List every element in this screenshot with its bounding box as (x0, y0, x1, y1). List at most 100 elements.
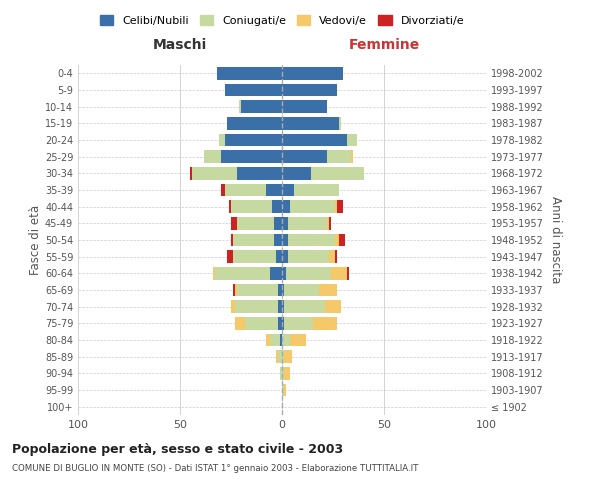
Bar (284, 284, 319, 296)
Bar (225, 134, 282, 146)
Bar (325, 300, 341, 313)
Bar (282, 67, 343, 80)
Bar (231, 300, 235, 313)
Bar (241, 100, 282, 113)
Bar (215, 267, 270, 280)
Bar (327, 217, 329, 230)
Bar (282, 250, 288, 263)
Bar (212, 267, 215, 280)
Bar (327, 150, 352, 163)
Bar (205, 150, 221, 163)
Bar (282, 234, 288, 246)
Bar (282, 184, 294, 196)
Legend: Celibi/Nubili, Coniugati/e, Vedovi/e, Divorziati/e: Celibi/Nubili, Coniugati/e, Vedovi/e, Di… (95, 10, 469, 30)
Bar (284, 350, 292, 363)
Bar (233, 250, 276, 263)
Bar (284, 367, 290, 380)
Text: COMUNE DI BUGLIO IN MONTE (SO) - Dati ISTAT 1° gennaio 2003 - Elaborazione TUTTI: COMUNE DI BUGLIO IN MONTE (SO) - Dati IS… (12, 464, 418, 473)
Bar (286, 267, 331, 280)
Bar (282, 384, 284, 396)
Bar (266, 334, 270, 346)
Bar (266, 184, 282, 196)
Bar (282, 284, 284, 296)
Bar (225, 84, 282, 96)
Bar (227, 250, 233, 263)
Bar (237, 217, 274, 230)
Bar (282, 100, 327, 113)
Y-axis label: Fasce di età: Fasce di età (29, 205, 42, 275)
Bar (337, 200, 343, 213)
Bar (237, 167, 282, 179)
Bar (278, 300, 282, 313)
Bar (284, 300, 325, 313)
Bar (245, 317, 278, 330)
Bar (282, 117, 339, 130)
Bar (347, 134, 358, 146)
Bar (352, 150, 353, 163)
Bar (278, 350, 282, 363)
Bar (221, 150, 282, 163)
Bar (276, 250, 282, 263)
Bar (339, 117, 341, 130)
Bar (219, 134, 225, 146)
Bar (233, 234, 274, 246)
Bar (329, 250, 335, 263)
Bar (313, 317, 337, 330)
Bar (274, 234, 282, 246)
Bar (278, 284, 282, 296)
Bar (282, 134, 347, 146)
Bar (282, 367, 284, 380)
Bar (274, 217, 282, 230)
Bar (282, 317, 284, 330)
Bar (217, 67, 282, 80)
Bar (190, 167, 192, 179)
Bar (225, 184, 266, 196)
Bar (335, 250, 337, 263)
Text: Femmine: Femmine (349, 38, 419, 52)
Bar (284, 384, 286, 396)
Bar (278, 317, 282, 330)
Text: Maschi: Maschi (153, 38, 207, 52)
Bar (335, 200, 337, 213)
Bar (233, 284, 235, 296)
Bar (270, 334, 280, 346)
Bar (237, 284, 278, 296)
Bar (294, 184, 339, 196)
Bar (311, 167, 364, 179)
Bar (282, 334, 290, 346)
Bar (270, 267, 282, 280)
Bar (239, 100, 241, 113)
Bar (347, 267, 349, 280)
Bar (231, 234, 233, 246)
Bar (282, 167, 311, 179)
Bar (282, 200, 290, 213)
Bar (284, 317, 313, 330)
Bar (280, 367, 282, 380)
Bar (282, 350, 284, 363)
Bar (235, 317, 245, 330)
Bar (331, 267, 347, 280)
Bar (227, 117, 282, 130)
Bar (290, 200, 335, 213)
Bar (229, 200, 231, 213)
Bar (192, 167, 237, 179)
Bar (335, 234, 339, 246)
Bar (231, 217, 237, 230)
Bar (290, 334, 307, 346)
Bar (231, 200, 272, 213)
Bar (288, 234, 335, 246)
Bar (235, 300, 278, 313)
Bar (288, 250, 329, 263)
Text: Popolazione per età, sesso e stato civile - 2003: Popolazione per età, sesso e stato civil… (12, 442, 343, 456)
Bar (280, 334, 282, 346)
Bar (329, 217, 331, 230)
Bar (221, 184, 225, 196)
Bar (282, 217, 288, 230)
Bar (282, 267, 286, 280)
Bar (319, 284, 337, 296)
Bar (282, 84, 337, 96)
Bar (339, 234, 345, 246)
Y-axis label: Anni di nascita: Anni di nascita (549, 196, 562, 284)
Bar (282, 150, 327, 163)
Bar (288, 217, 327, 230)
